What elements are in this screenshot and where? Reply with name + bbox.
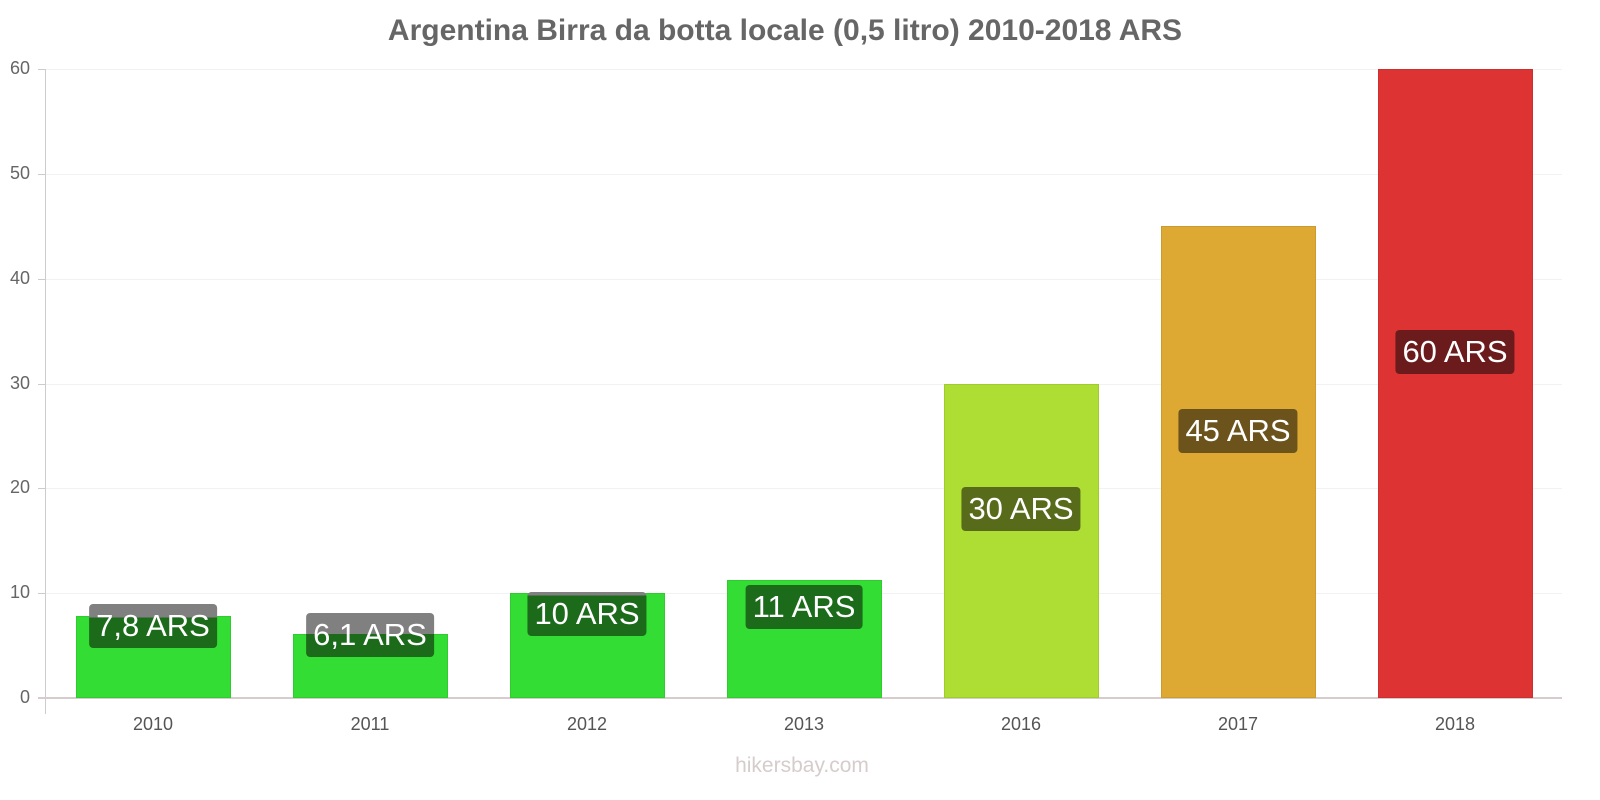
gridline	[46, 383, 1562, 385]
x-tick-label: 2011	[350, 714, 390, 734]
y-tick-mark	[38, 488, 46, 490]
x-tick-label: 2018	[1434, 714, 1476, 734]
data-label-2010: 7,8 ARS	[89, 604, 217, 648]
y-tick-label: 60	[9, 58, 30, 78]
chart-title: Argentina Birra da botta locale (0,5 lit…	[387, 14, 1183, 47]
x-tick-label: 2016	[1000, 714, 1042, 734]
data-label-2017: 45 ARS	[1178, 409, 1298, 453]
y-axis-line	[45, 69, 46, 714]
y-tick-label: 50	[9, 162, 30, 183]
y-tick-label: 10	[9, 582, 30, 603]
x-tick-label: 2010	[132, 714, 174, 734]
y-tick-mark	[38, 383, 46, 385]
bar-2016[interactable]	[943, 383, 1099, 698]
y-tick-label: 20	[9, 477, 30, 498]
y-tick-label: 0	[19, 687, 30, 707]
y-tick-mark	[38, 593, 46, 595]
y-tick-mark	[38, 173, 46, 175]
data-label-2018: 60 ARS	[1395, 330, 1515, 374]
gridline	[46, 488, 1562, 490]
y-tick-label: 40	[9, 267, 30, 288]
x-tick-label: 2012	[566, 714, 608, 734]
y-tick-label: 30	[9, 372, 30, 393]
x-tick-label: 2017	[1217, 714, 1259, 734]
data-label-2011: 6,1 ARS	[306, 613, 434, 657]
y-tick-mark	[38, 278, 46, 280]
gridline	[46, 173, 1562, 175]
y-tick-mark	[38, 69, 46, 70]
watermark: hikersbay.com	[735, 754, 869, 777]
data-label-2016: 30 ARS	[961, 487, 1081, 531]
gridline	[46, 278, 1562, 280]
x-tick-label: 2013	[783, 714, 825, 734]
x-axis-line	[38, 697, 1562, 699]
data-label-2012: 10 ARS	[527, 592, 647, 636]
bar-2017[interactable]	[1160, 226, 1316, 698]
gridline	[46, 69, 1562, 70]
data-label-2013: 11 ARS	[745, 585, 863, 629]
bar-2018[interactable]	[1377, 69, 1533, 698]
